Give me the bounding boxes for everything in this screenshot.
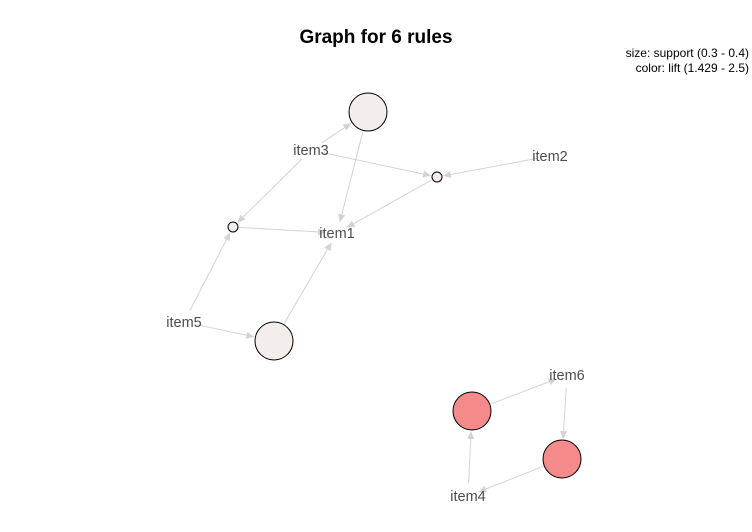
rule-nodes-layer [227, 92, 582, 479]
item-label-item1: item1 [319, 226, 354, 242]
item-label-item4: item4 [450, 489, 485, 505]
rule-node-r-item3-item1 [348, 92, 388, 132]
item-label-item5: item5 [166, 315, 201, 331]
rule-node-r-item4-item6 [452, 391, 492, 431]
edge-item3-to-r-item3-item1 [321, 123, 352, 144]
edge-r-item6-item4-to-item4 [478, 465, 544, 493]
rule-node-r-item3-item5-item1 [227, 221, 239, 233]
edge-item3-to-r-item3-item5-item1 [237, 158, 303, 223]
edge-r-item3-item1-to-item1 [338, 131, 364, 223]
edge-r-item4-item6-to-item6 [490, 378, 557, 405]
edge-item6-to-r-item6-item4 [560, 387, 568, 440]
edge-item2-to-r-item2-item3-item1 [442, 157, 538, 178]
edge-item4-to-r-item4-item6 [467, 430, 475, 484]
legend: size: support (0.3 - 0.4) color: lift (1… [626, 46, 749, 76]
item-label-item3: item3 [293, 143, 328, 159]
rule-node-r-item5-item1 [254, 321, 294, 361]
item-labels-layer: item1 item2 item3 item4 item5 item6 [166, 143, 584, 505]
rule-node-r-item2-item3-item1 [431, 171, 443, 183]
legend-size: size: support (0.3 - 0.4) [625, 46, 749, 60]
item-label-item6: item6 [549, 368, 584, 384]
edge-r-item5-item1-to-item1 [283, 242, 332, 324]
edges-layer [189, 123, 568, 493]
item-label-item2: item2 [532, 149, 567, 165]
edge-item5-to-r-item3-item5-item1 [189, 232, 231, 311]
edge-r-item3-item5-item1-to-item1 [238, 226, 327, 236]
edge-r-item2-item3-item1-to-item1 [346, 179, 433, 228]
edge-item5-to-r-item5-item1 [196, 324, 255, 339]
edge-item3-to-r-item2-item3-item1 [323, 152, 432, 178]
legend-color: color: lift (1.429 - 2.5) [635, 61, 749, 75]
graph-title: Graph for 6 rules [299, 27, 453, 48]
rule-node-r-item6-item4 [542, 439, 582, 479]
